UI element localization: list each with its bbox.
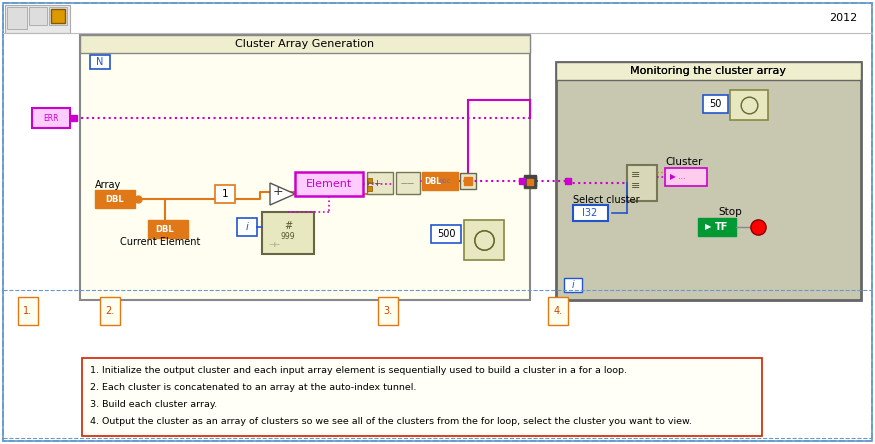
Text: 500: 500 <box>437 229 455 239</box>
Bar <box>367 172 393 194</box>
Bar <box>464 220 504 260</box>
Bar <box>29 7 47 25</box>
Text: ≡: ≡ <box>632 170 640 180</box>
Text: Element: Element <box>306 179 352 189</box>
Bar <box>51 9 65 23</box>
Text: 3.: 3. <box>383 306 393 316</box>
Text: DBL: DBL <box>424 177 442 186</box>
Bar <box>573 205 608 221</box>
Text: I32: I32 <box>583 208 598 218</box>
Text: 3. Build each cluster array.: 3. Build each cluster array. <box>90 400 217 408</box>
Text: 4. Output the cluster as an array of clusters so we see all of the clusters from: 4. Output the cluster as an array of clu… <box>90 416 692 425</box>
Bar <box>524 176 536 188</box>
Bar <box>18 297 38 325</box>
Text: Monitoring the cluster array: Monitoring the cluster array <box>630 66 786 76</box>
Bar <box>32 108 70 128</box>
Text: ERR: ERR <box>43 114 59 123</box>
Text: 1. Initialize the output cluster and each input array element is sequentially us: 1. Initialize the output cluster and eac… <box>90 365 627 374</box>
Text: ⊢+: ⊢+ <box>367 178 382 187</box>
Text: i: i <box>571 280 574 290</box>
Bar <box>367 178 372 183</box>
Bar <box>460 173 476 189</box>
Bar <box>7 7 27 29</box>
Text: 2012: 2012 <box>829 13 857 23</box>
Text: Select cluster: Select cluster <box>573 195 640 205</box>
Text: ▶ ...: ▶ ... <box>670 173 685 182</box>
Text: 4.: 4. <box>554 306 563 316</box>
Text: Monitoring the cluster array: Monitoring the cluster array <box>630 66 786 76</box>
Bar <box>95 190 135 208</box>
Text: 1: 1 <box>221 189 228 199</box>
Text: 50: 50 <box>709 99 721 109</box>
Text: ≡: ≡ <box>632 181 640 191</box>
Text: Cluster: Cluster <box>665 157 703 167</box>
Text: N: N <box>96 57 104 67</box>
Bar <box>82 358 762 436</box>
Text: ▶: ▶ <box>704 222 711 231</box>
Bar <box>556 62 861 80</box>
Bar <box>422 172 458 190</box>
Text: i: i <box>246 222 248 232</box>
Bar <box>237 218 257 236</box>
Text: Stop: Stop <box>718 207 742 217</box>
Text: 2.: 2. <box>105 306 115 316</box>
Bar <box>215 185 235 203</box>
Bar <box>148 220 188 238</box>
Bar <box>5 5 70 33</box>
Bar <box>665 168 707 186</box>
Bar <box>80 35 530 300</box>
Text: TF: TF <box>716 222 729 232</box>
Bar <box>262 212 314 254</box>
Text: +: + <box>273 185 284 198</box>
Text: Cluster Array Generation: Cluster Array Generation <box>235 39 374 49</box>
Text: DBL: DBL <box>156 225 174 234</box>
Bar <box>100 297 120 325</box>
Bar <box>548 297 568 325</box>
Text: 999: 999 <box>281 231 296 241</box>
Text: #: # <box>284 221 292 231</box>
Text: DBL: DBL <box>106 194 124 203</box>
Text: Current Element: Current Element <box>120 237 200 247</box>
Bar <box>556 62 861 300</box>
Text: ——: —— <box>401 180 415 186</box>
Text: ▶: ▶ <box>150 225 157 234</box>
Bar <box>396 172 420 194</box>
Polygon shape <box>270 183 295 205</box>
Text: 1.: 1. <box>24 306 32 316</box>
Text: 2. Each cluster is concatenated to an array at the auto-index tunnel.: 2. Each cluster is concatenated to an ar… <box>90 382 416 392</box>
Bar <box>367 186 372 191</box>
Bar <box>730 90 768 120</box>
Bar <box>295 172 363 196</box>
Bar <box>703 95 728 113</box>
Bar <box>431 225 461 243</box>
Bar <box>564 278 582 292</box>
Text: ⊣⊢: ⊣⊢ <box>269 242 281 248</box>
Bar <box>698 218 736 236</box>
Text: Array: Array <box>95 180 122 190</box>
Text: abc: abc <box>438 178 452 184</box>
Bar <box>49 7 67 25</box>
Bar <box>90 55 110 69</box>
Bar <box>80 35 530 53</box>
Bar <box>378 297 398 325</box>
Bar <box>627 165 657 201</box>
